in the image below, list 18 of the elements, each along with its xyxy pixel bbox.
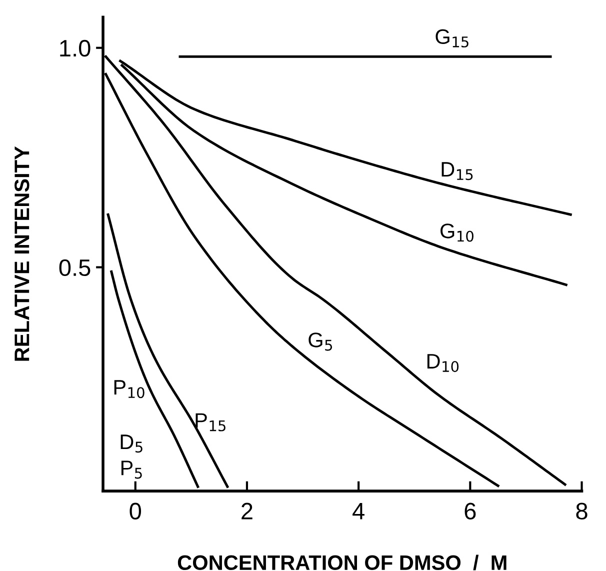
x-tick-label: 6 (464, 502, 476, 520)
annotation: D$_{15}$ (442, 162, 473, 180)
annotation: G$_{15}$ (436, 29, 468, 48)
annotation: P$_{5}$ (121, 460, 142, 479)
x-tick-label: 2 (242, 502, 252, 520)
annotation: G$_{5}$ (308, 332, 332, 351)
x-tick-label: 4 (352, 503, 364, 520)
annotation: P$_{10}$ (114, 380, 144, 398)
y-axis-title: RELATIVE INTENSITY (14, 146, 30, 361)
annotation: G$_{10}$ (440, 224, 474, 242)
y-tick-label: 1.0 (60, 40, 90, 57)
annotation: P$_{15}$ (196, 413, 226, 432)
x-tick-label: 8 (576, 502, 588, 520)
annotation: D$_{5}$ (120, 434, 142, 453)
y-tick-label: 0.5 (59, 259, 90, 276)
x-axis-title: CONCENTRATION OF DMSO / M (178, 554, 506, 570)
x-tick-label: 0 (130, 502, 142, 520)
annotation: D$_{10}$ (427, 354, 459, 372)
